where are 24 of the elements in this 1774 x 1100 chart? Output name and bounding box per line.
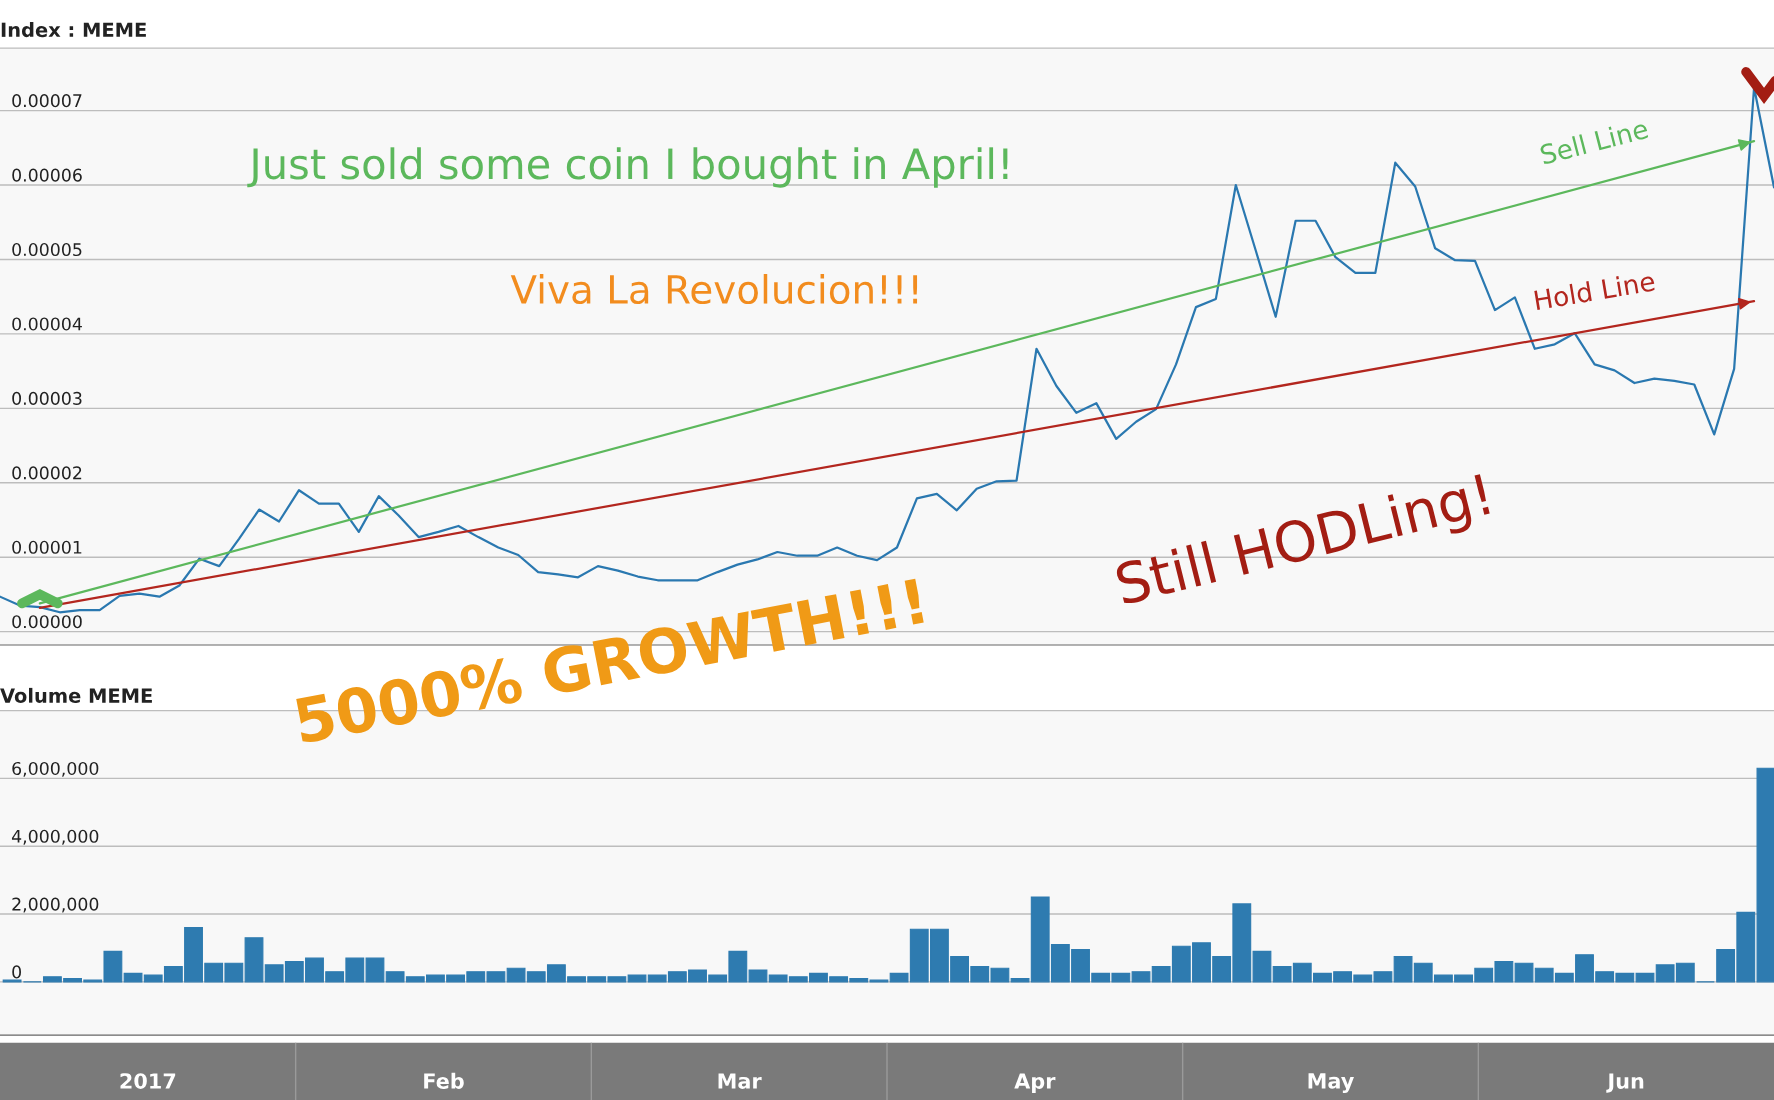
category-label: Apr (1014, 1073, 1056, 1093)
y-tick-label: 0.00003 (12, 391, 82, 405)
y-tick-label: 0.00004 (12, 317, 82, 331)
y-tick-label: 0 (12, 965, 21, 979)
y-tick-label: 0.00007 (12, 94, 82, 108)
category-label: Mar (718, 1073, 762, 1089)
text: Hold Line (1534, 270, 1656, 311)
category-label: Jun (1606, 1073, 1644, 1093)
y-tick-label: 0.00000 (12, 615, 82, 629)
y-tick-label: 0.00001 (12, 540, 82, 554)
category-label: 2017 (120, 1073, 176, 1089)
y-tick-label: 0.00005 (12, 242, 82, 257)
y-tick-label: 0.00006 (12, 168, 82, 182)
y-tick-label: 2,000,000 (12, 897, 99, 913)
y-tick-label: 6,000,000 (12, 761, 99, 777)
text: Sell Line (1539, 118, 1649, 165)
category-label: Feb (424, 1072, 464, 1089)
annotation: Viva La Revolucion!!! (510, 274, 918, 305)
chart-title: Index : MEME (1, 22, 146, 38)
y-tick-label: 0.00002 (12, 466, 82, 480)
y-tick-label: 4,000,000 (11, 829, 99, 845)
chart-title: Volume MEME (0, 687, 152, 703)
annotation: Just sold some coin I bought in April! (247, 147, 1008, 188)
category-label: May (1308, 1073, 1354, 1093)
